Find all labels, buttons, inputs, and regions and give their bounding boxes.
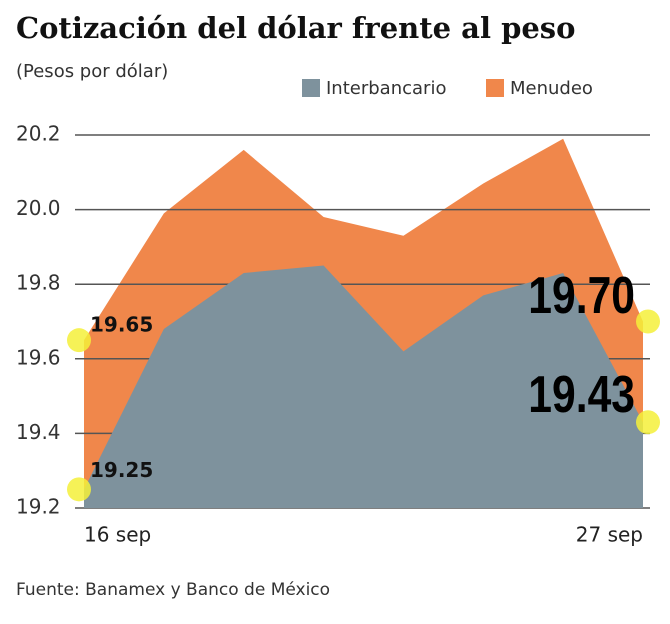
end-marker <box>636 410 660 435</box>
legend-swatch <box>486 79 504 97</box>
end-marker <box>636 309 660 334</box>
legend-swatch <box>302 79 320 97</box>
end-marker <box>67 328 91 353</box>
value-label: 19.70 <box>528 267 635 325</box>
source: Fuente: Banamex y Banco de México <box>16 580 330 600</box>
value-label: 19.65 <box>90 313 153 337</box>
y-tick-label: 19.4 <box>16 420 61 444</box>
y-tick-label: 20.0 <box>16 196 61 220</box>
value-label: 19.25 <box>90 458 153 482</box>
chart-subtitle: (Pesos por dólar) <box>16 61 168 82</box>
x-tick-label: 27 sep <box>576 523 643 547</box>
end-marker <box>67 477 91 502</box>
value-label: 19.43 <box>528 366 635 424</box>
area <box>84 265 643 508</box>
legend-label: Interbancario <box>326 78 446 99</box>
x-tick-label: 16 sep <box>84 523 151 547</box>
y-tick-label: 19.6 <box>16 345 61 369</box>
y-tick-label: 19.8 <box>16 271 61 295</box>
y-tick-label: 20.2 <box>16 122 61 146</box>
y-tick-label: 19.2 <box>16 495 61 519</box>
legend-label: Menudeo <box>510 78 593 99</box>
chart-title: Cotización del dólar frente al peso <box>16 11 575 45</box>
